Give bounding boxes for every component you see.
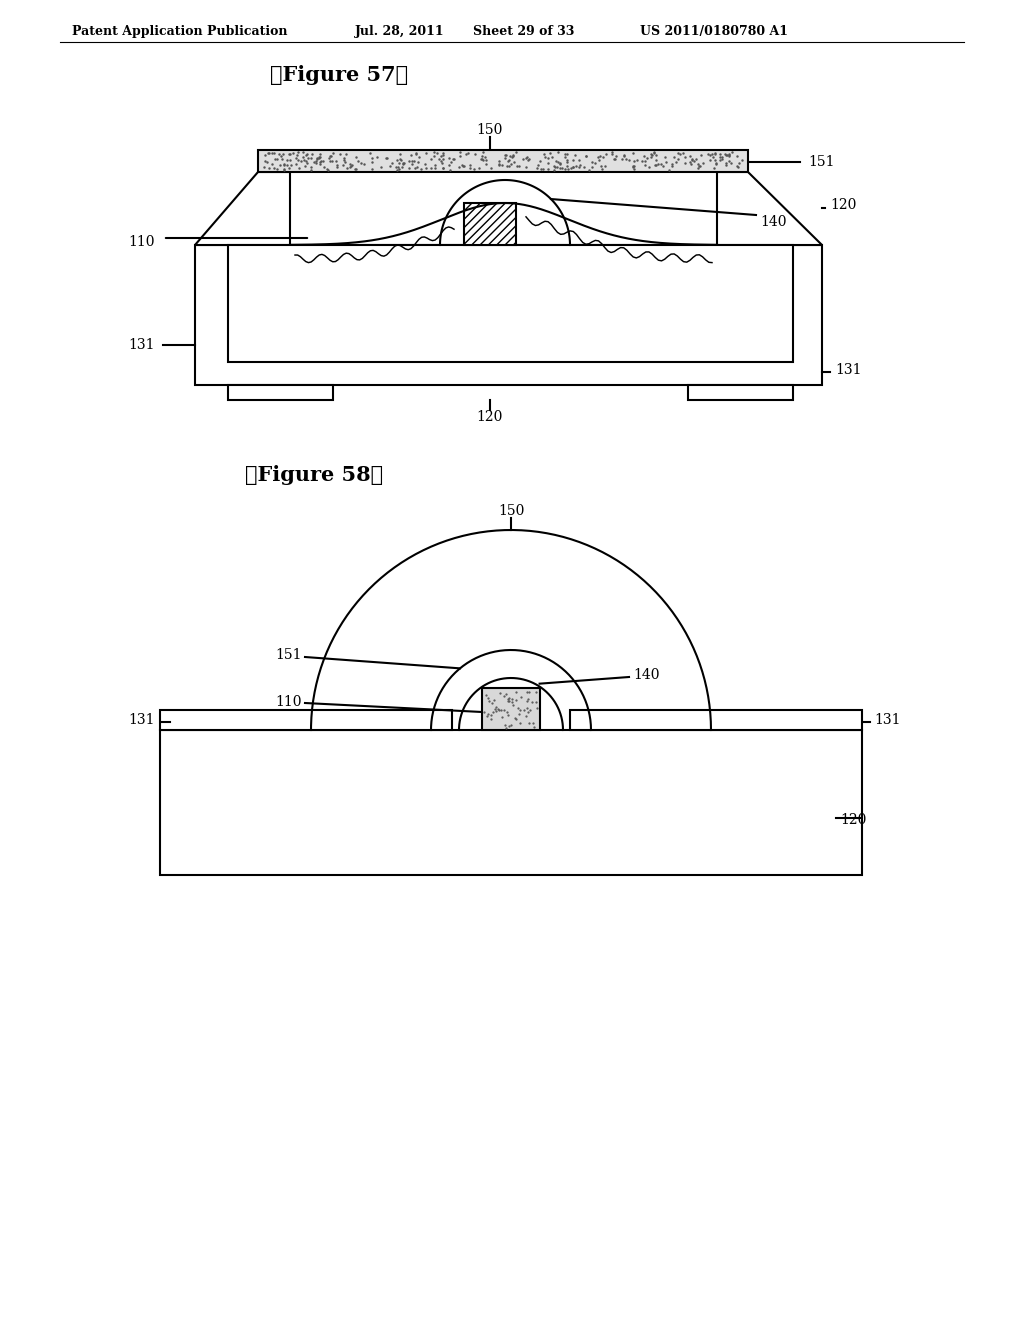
- Bar: [482, 688, 540, 730]
- Text: Sheet 29 of 33: Sheet 29 of 33: [473, 25, 574, 38]
- Text: 120: 120: [477, 411, 503, 424]
- Text: 120: 120: [840, 813, 866, 828]
- Bar: [195, 246, 822, 385]
- Bar: [160, 730, 862, 875]
- Text: 131: 131: [874, 713, 900, 727]
- Bar: [228, 246, 793, 362]
- Text: Patent Application Publication: Patent Application Publication: [72, 25, 288, 38]
- Polygon shape: [195, 172, 290, 246]
- Text: 【Figure 58】: 【Figure 58】: [245, 465, 383, 484]
- Bar: [464, 203, 516, 246]
- Bar: [258, 150, 748, 172]
- Text: 110: 110: [275, 696, 301, 709]
- Bar: [228, 385, 333, 400]
- Text: 131: 131: [835, 363, 861, 378]
- Text: 140: 140: [760, 215, 786, 228]
- Text: 【Figure 57】: 【Figure 57】: [270, 65, 409, 84]
- Text: 151: 151: [275, 648, 301, 663]
- Bar: [570, 710, 862, 730]
- Text: 150: 150: [477, 123, 503, 137]
- Polygon shape: [717, 172, 822, 246]
- Text: 131: 131: [128, 713, 155, 727]
- Text: 131: 131: [128, 338, 155, 352]
- Text: US 2011/0180780 A1: US 2011/0180780 A1: [640, 25, 788, 38]
- Bar: [160, 710, 452, 730]
- Bar: [688, 385, 793, 400]
- Text: 151: 151: [808, 154, 835, 169]
- Text: Jul. 28, 2011: Jul. 28, 2011: [355, 25, 444, 38]
- Text: 120: 120: [830, 198, 856, 213]
- Text: 150: 150: [498, 504, 524, 517]
- Text: 110: 110: [128, 235, 155, 249]
- Text: 140: 140: [633, 668, 659, 682]
